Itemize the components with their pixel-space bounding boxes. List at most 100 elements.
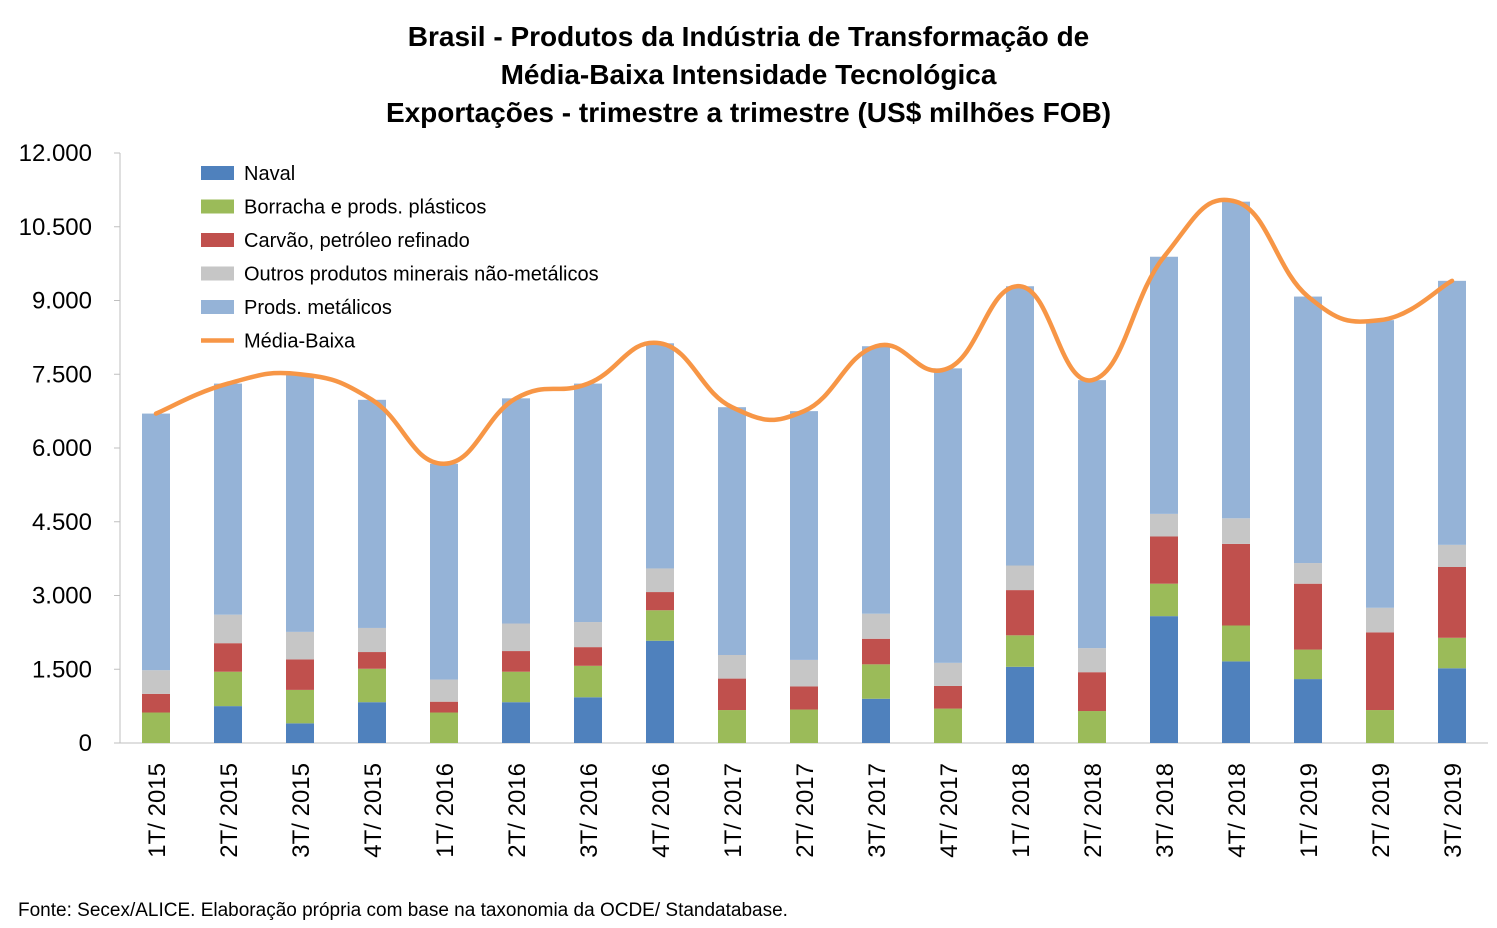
bar-segment: [1222, 201, 1250, 519]
x-tick-label: 2T/ 2016: [504, 763, 531, 858]
y-tick-label: 12.000: [19, 140, 92, 167]
bar-segment: [1222, 543, 1250, 626]
bar-segment: [358, 702, 386, 743]
y-tick-label: 0: [79, 730, 92, 757]
bar-segment: [1078, 380, 1106, 649]
bar-segment: [934, 708, 962, 743]
bar-segment: [142, 670, 170, 694]
bar-segment: [1366, 632, 1394, 711]
chart-title-line-1: Brasil - Produtos da Indústria de Transf…: [407, 21, 1090, 52]
bar-segment: [574, 665, 602, 698]
bar-segment: [1150, 616, 1178, 743]
bar-segment: [1006, 666, 1034, 743]
y-tick-label: 9.000: [32, 288, 92, 315]
bar-segment: [574, 383, 602, 623]
chart-title: Brasil - Produtos da Indústria de Transf…: [0, 18, 1497, 132]
bar-segment: [574, 622, 602, 648]
bar-segment: [286, 374, 314, 632]
bar-segment: [790, 411, 818, 660]
bar-segment: [862, 613, 890, 639]
x-tick-label: 3T/ 2019: [1440, 763, 1467, 858]
x-tick-label: 4T/ 2016: [648, 763, 675, 858]
bar-segment: [1222, 661, 1250, 743]
bar-segment: [286, 631, 314, 660]
y-tick-label: 3.000: [32, 583, 92, 610]
bar-segment: [1078, 711, 1106, 743]
line-media-baixa: [153, 197, 1455, 466]
bar-segment: [142, 693, 170, 713]
bar-segment: [718, 654, 746, 679]
legend-label: Prods. metálicos: [244, 297, 392, 319]
bar-segment: [1150, 256, 1178, 514]
bar-segment: [358, 668, 386, 703]
bar-segment: [1294, 679, 1322, 743]
bar-segment: [934, 662, 962, 686]
x-tick-label: 3T/ 2017: [864, 763, 891, 858]
chart-title-line-2: Média-Baixa Intensidade Tecnológica: [500, 59, 997, 90]
chart-title-line-3: Exportações - trimestre a trimestre (US$…: [385, 97, 1112, 128]
y-tick-label: 7.500: [32, 361, 92, 388]
bar-segment: [718, 678, 746, 711]
bar-segment: [502, 398, 530, 624]
x-tick-label: 1T/ 2017: [720, 763, 747, 858]
bar-segment: [1294, 563, 1322, 584]
legend-swatch: [201, 166, 234, 180]
bar-segment: [142, 712, 170, 743]
bar-segment: [1006, 590, 1034, 636]
legend-label: Naval: [244, 163, 295, 185]
bar-segment: [1438, 280, 1466, 545]
bar-segment: [286, 659, 314, 690]
x-tick-label: 1T/ 2018: [1008, 763, 1035, 858]
bar-segment: [430, 712, 458, 743]
bar-segment: [790, 709, 818, 743]
bar-segment: [358, 652, 386, 669]
x-tick-label: 4T/ 2018: [1224, 763, 1251, 858]
x-tick-label: 4T/ 2015: [360, 763, 387, 858]
source-note: Fonte: Secex/ALICE. Elaboração própria c…: [18, 900, 788, 921]
line-series: [153, 197, 1455, 466]
x-tick-label: 1T/ 2016: [432, 763, 459, 858]
bar-segment: [358, 399, 386, 628]
x-tick-label: 3T/ 2016: [576, 763, 603, 858]
bar-segment: [214, 706, 242, 743]
bar-segment: [502, 671, 530, 703]
legend-swatch: [201, 266, 234, 281]
y-tick-label: 6.000: [32, 435, 92, 462]
bar-segment: [862, 698, 890, 743]
legend-swatch: [201, 233, 234, 247]
bar-segment: [1366, 607, 1394, 633]
stacked-bars: [142, 201, 1466, 743]
y-tick-label: 1.500: [32, 656, 92, 683]
y-tick-label: 4.500: [32, 509, 92, 536]
bar-segment: [790, 659, 818, 687]
bar-segment: [646, 568, 674, 593]
bar-segment: [1438, 566, 1466, 638]
bar-segment: [862, 346, 890, 614]
legend: Naval Borracha e prods. plásticos Carvão, …: [201, 163, 599, 353]
bar-segment: [1438, 544, 1466, 567]
y-tick-label: 10.500: [19, 214, 92, 241]
bar-segment: [214, 614, 242, 644]
bar-segment: [502, 623, 530, 652]
x-axis: 1T/ 2015 2T/ 2015 3T/ 2015 4T/ 2015 1T/ 2016…: [120, 742, 1488, 858]
bar-segment: [790, 686, 818, 710]
bar-segment: [1006, 286, 1034, 566]
x-tick-label: 2T/ 2017: [792, 763, 819, 858]
bar-segment: [430, 463, 458, 680]
bar-segment: [502, 702, 530, 743]
bar-segment: [1294, 649, 1322, 680]
x-tick-label: 2T/ 2015: [216, 763, 243, 858]
legend-swatch: [201, 300, 234, 314]
legend-label: Outros produtos minerais não-metálicos: [244, 264, 599, 286]
bar-segment: [502, 651, 530, 672]
bar-segment: [646, 343, 674, 569]
bar-segment: [286, 689, 314, 724]
bar-segment: [214, 643, 242, 672]
legend-swatch: [201, 199, 234, 214]
bar-segment: [430, 679, 458, 702]
bar-segment: [430, 701, 458, 713]
bar-segment: [214, 383, 242, 615]
bar-segment: [1294, 583, 1322, 650]
legend-label: Borracha e prods. plásticos: [244, 197, 486, 219]
bar-segment: [574, 647, 602, 666]
